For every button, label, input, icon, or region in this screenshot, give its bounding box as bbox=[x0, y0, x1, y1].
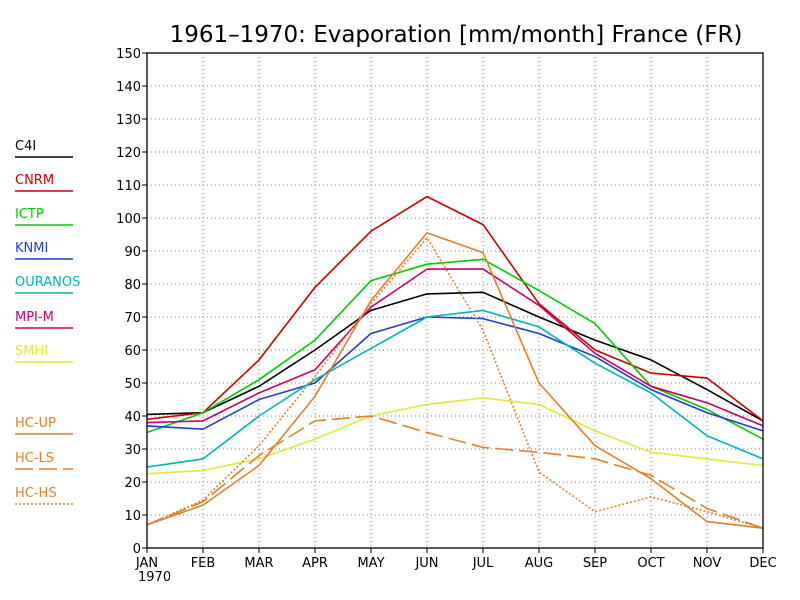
legend-label-hc-hs: HC-HS bbox=[15, 486, 57, 501]
legend-label-ouranos: OURANOS bbox=[15, 275, 80, 290]
y-tick-label: 70 bbox=[124, 311, 141, 326]
x-tick-label: SEP bbox=[583, 556, 607, 571]
legend-label-c4i: C4I bbox=[15, 139, 36, 154]
legend: C4I CNRM ICTP KNMI OURANOS MPI-M SMHI HC-UP HC-L… bbox=[15, 139, 80, 505]
x-tick-label: JAN bbox=[135, 556, 158, 571]
x-tick-label: MAR bbox=[244, 556, 273, 571]
series-lines bbox=[146, 195, 764, 529]
legend-label-knmi: KNMI bbox=[15, 241, 48, 256]
x-tick-label: JUL bbox=[472, 556, 494, 571]
y-tick-label: 60 bbox=[124, 344, 141, 359]
series-line-smhi bbox=[146, 397, 764, 475]
y-tick-label: 100 bbox=[116, 212, 141, 227]
legend-label-smhi: SMHI bbox=[15, 344, 48, 359]
chart-title: 1961–1970: Evaporation [mm/month] France… bbox=[170, 22, 743, 48]
y-tick-label: 120 bbox=[116, 146, 141, 161]
x-axis-ticks: JAN FEB MAR APR MAY JUN JUL AUG SEP OCT NOV DEC bbox=[135, 548, 777, 571]
y-tick-label: 0 bbox=[133, 542, 141, 557]
legend-label-cnrm: CNRM bbox=[15, 173, 54, 188]
y-axis-ticks: 0 10 20 30 40 50 60 70 80 90 100 110 120 130 140 150 bbox=[116, 47, 147, 557]
series-line-hc-hs bbox=[146, 237, 764, 529]
y-tick-label: 110 bbox=[116, 179, 141, 194]
x-tick-label: JUN bbox=[414, 556, 438, 571]
series-line-ictp bbox=[146, 258, 764, 440]
y-tick-label: 50 bbox=[124, 377, 141, 392]
legend-label-hc-up: HC-UP bbox=[15, 416, 56, 431]
series-line-mpi-m bbox=[146, 268, 764, 427]
grid-lines bbox=[147, 53, 763, 548]
series-line-c4i bbox=[146, 291, 764, 422]
legend-label-mpi-m: MPI-M bbox=[15, 310, 54, 325]
x-tick-label: FEB bbox=[191, 556, 216, 571]
y-tick-label: 150 bbox=[116, 47, 141, 62]
series-line-knmi bbox=[146, 316, 764, 432]
y-tick-label: 10 bbox=[124, 509, 141, 524]
y-tick-label: 90 bbox=[124, 245, 141, 260]
x-tick-label: AUG bbox=[525, 556, 553, 571]
y-tick-label: 40 bbox=[124, 410, 141, 425]
y-tick-label: 140 bbox=[116, 80, 141, 95]
series-line-hc-ls bbox=[146, 415, 764, 529]
legend-label-ictp: ICTP bbox=[15, 207, 44, 222]
x-tick-label: NOV bbox=[693, 556, 722, 571]
series-line-hc-up bbox=[146, 232, 764, 529]
legend-label-hc-ls: HC-LS bbox=[15, 451, 54, 466]
x-tick-label: APR bbox=[302, 556, 328, 571]
x-axis-year-label: 1970 bbox=[138, 570, 171, 585]
y-tick-label: 130 bbox=[116, 113, 141, 128]
y-tick-label: 80 bbox=[124, 278, 141, 293]
series-line-ouranos bbox=[146, 309, 764, 468]
x-tick-label: OCT bbox=[637, 556, 664, 571]
x-tick-label: DEC bbox=[749, 556, 776, 571]
plot-frame bbox=[146, 52, 764, 549]
y-tick-label: 20 bbox=[124, 476, 141, 491]
series-line-cnrm bbox=[146, 195, 764, 422]
x-tick-label: MAY bbox=[357, 556, 384, 571]
y-tick-label: 30 bbox=[124, 443, 141, 458]
